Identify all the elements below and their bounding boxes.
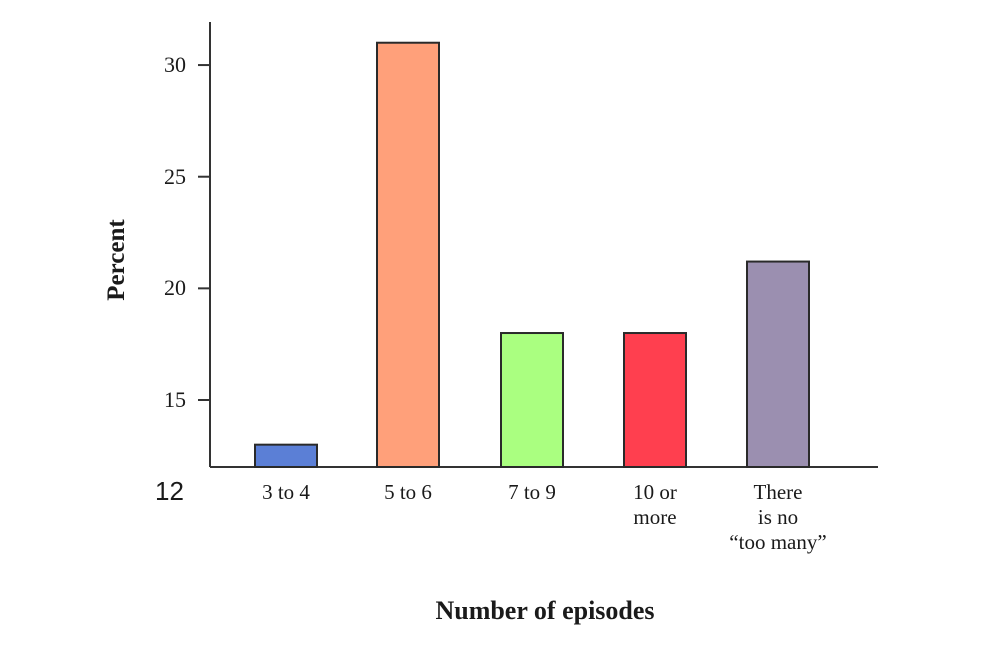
bar-1 <box>376 41 440 468</box>
y-axis-ticks <box>198 64 210 402</box>
bar-0 <box>254 443 318 469</box>
bar-3 <box>623 332 687 468</box>
y-axis-label: Percent <box>103 219 130 301</box>
y-tick-label: 25 <box>164 163 186 189</box>
x-tick-label-line: There <box>753 480 803 504</box>
bar-2 <box>500 332 564 468</box>
x-tick-label: 3 to 4 <box>216 480 356 505</box>
bar-4 <box>746 260 810 468</box>
y-tick-label: 20 <box>164 275 186 301</box>
x-axis-label: Number of episodes <box>435 596 655 625</box>
x-tick-label-line: 7 to 9 <box>508 480 556 504</box>
x-tick-label-line: “too many” <box>729 530 827 554</box>
bars <box>254 41 810 469</box>
x-tick-label: There is no “too many” <box>708 480 848 555</box>
x-tick-label-line: more <box>633 505 677 529</box>
x-tick-label-line: is no <box>757 505 799 529</box>
x-tick-label-line: 10 or <box>633 480 677 504</box>
x-tick-label-line: 5 to 6 <box>384 480 432 504</box>
y-tick-label: 30 <box>164 52 186 78</box>
y-baseline-label: 12 <box>155 476 184 506</box>
x-tick-label: 10 or more <box>585 480 725 530</box>
x-tick-label-line: 3 to 4 <box>262 480 310 504</box>
x-tick-label: 5 to 6 <box>338 480 478 505</box>
y-tick-label: 15 <box>164 387 186 412</box>
x-tick-label: 7 to 9 <box>462 480 602 505</box>
